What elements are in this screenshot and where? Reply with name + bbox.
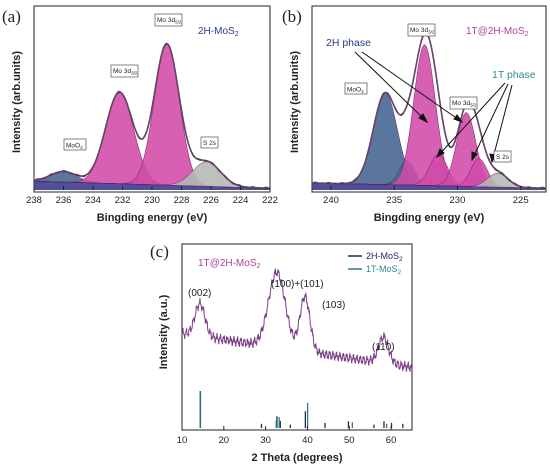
a-label-box-mo3d52 [154,13,183,27]
x-tick-label: 20 [219,435,230,446]
panel-b-2h-phase-label: 2H phase [326,37,371,49]
legend-label-1t: 1T-MoS2 [366,264,402,276]
background-area [312,182,546,190]
arrow-head-1t-mo3d52 [471,151,478,162]
raw-spectrum-line [311,32,547,190]
a-label-box-moo3 [63,138,87,151]
b-label-box-moo3 [344,82,368,95]
b-label-moo3: MoO3 [347,87,364,95]
peak-label-002: (002) [188,288,211,299]
a-label-s2s: S 2s [203,140,217,147]
arrow-head-2h-mo3d52 [453,114,464,124]
x-tick-label: 10 [177,435,188,446]
panel-b-1t-phase-label: 1T phase [492,69,536,81]
panel-b-frame [311,5,547,193]
panel-b-sample-label: 1T@2H-MoS2 [466,26,529,38]
x-tick-label: 30 [260,435,271,446]
panel-a-plot-area [33,42,271,190]
x-tick-label: 230 [450,195,466,206]
panel-c-letter: (c) [150,242,169,261]
panel-a-letter: (a) [2,7,21,26]
raw-spectrum-line [33,43,271,190]
b-label-mo3d52: Mo 3d5/2 [452,100,477,108]
panel-c-x-ticks: 10 20 30 40 50 60 [177,426,397,446]
x-tick-label: 225 [513,195,529,206]
panel-b-letter: (b) [282,7,302,26]
panel-a-frame [33,5,271,193]
arrow-1t-to-mo3d32 [436,82,506,158]
panel-c-legend: 2H-MoS2 1T-MoS2 [348,251,403,276]
panel-b-xlabel: Bingding energy (eV) [374,212,485,224]
x-tick-label: 234 [85,195,101,206]
b-label-s2s: S 2s [496,154,510,161]
b-label-box-mo3d32 [407,23,436,37]
x-tick-label: 226 [203,195,219,206]
x-tick-label: 236 [56,195,72,206]
a-label-mo3d32: Mo 3d3/2 [113,68,138,76]
panel-c-ylabel: Intensity (a.u.) [158,294,170,369]
legend-label-2h: 2H-MoS2 [366,251,403,263]
component-peak-mo-3d3-2-2h [311,44,547,189]
panel-c: (c) Intensity (a.u.) 10 20 30 40 50 60 2 Thet… [150,242,413,464]
arrow-1t-to-shoulder [491,84,513,163]
panel-a-x-ticks: 238 236 234 232 230 228 226 224 222 [26,186,278,206]
peak-label-110: (110) [372,342,395,353]
b-label-box-s2s [493,150,512,163]
peak-label-103: (103) [322,300,345,311]
arrow-head-1t-mo3d32 [436,148,445,159]
panel-a-sample-label: 2H-MoS2 [198,26,239,38]
arrow-1t-to-mo3d52 [471,83,509,161]
peak-label-100-101: (100)+(101) [271,279,324,290]
panel-c-xlabel: 2 Theta (degrees) [251,452,342,464]
panel-a: (a) Intensity (arb.units) 238 236 234 232 23… [2,5,278,224]
a-label-moo3: MoO3 [66,143,83,151]
panel-b-x-ticks: 240 235 230 225 [323,186,529,206]
arrow-2h-to-mo3d52 [361,51,463,123]
x-tick-label: 60 [386,435,397,446]
x-tick-label: 224 [233,195,249,206]
x-tick-label: 235 [386,195,402,206]
b-label-box-mo3d52 [449,96,478,110]
xrd-pattern-line [181,268,413,372]
arrow-head-2h-mo3d32 [418,113,429,124]
panel-b-ylabel: Intensity (arb.units) [289,51,301,153]
a-label-box-mo3d32 [110,64,139,78]
panel-b: (b) Intensity (arb.units) 240 235 230 225 B… [282,5,547,224]
panel-c-frame [181,243,413,431]
a-label-mo3d52: Mo 3d5/2 [157,17,182,25]
panel-b-phase-arrows [354,51,513,164]
x-tick-label: 232 [115,195,131,206]
a-label-box-s2s [200,136,219,149]
panel-a-ylabel: Intensity (arb.units) [11,51,23,153]
x-tick-label: 228 [174,195,190,206]
panel-c-sample-label: 1T@2H-MoS2 [198,258,261,270]
x-tick-label: 238 [26,195,42,206]
x-tick-label: 230 [144,195,160,206]
component-peak-mo-3d5-2 [33,44,271,189]
arrow-2h-to-mo3d32 [354,51,428,123]
x-tick-label: 222 [262,195,278,206]
x-tick-label: 240 [323,195,339,206]
b-label-mo3d32: Mo 3d3/2 [410,27,435,35]
panel-b-plot-area [311,32,547,190]
x-tick-label: 50 [344,435,355,446]
panel-c-plot-area [181,268,413,428]
panel-a-xlabel: Bingding energy (eV) [97,212,208,224]
x-tick-label: 40 [302,435,313,446]
